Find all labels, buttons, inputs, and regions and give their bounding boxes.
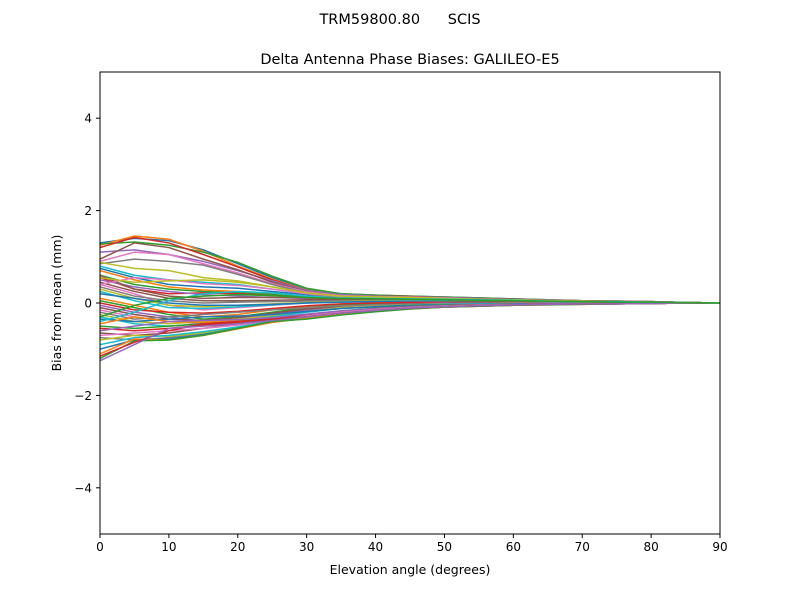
x-tick-label: 30 [299, 540, 314, 554]
figure-suptitle: TRM59800.80 SCIS [318, 12, 480, 28]
x-tick-label: 40 [368, 540, 383, 554]
x-tick-label: 90 [712, 540, 727, 554]
series-line-50 [100, 293, 720, 318]
y-tick-label: 2 [84, 204, 92, 218]
y-tick-label: −2 [74, 389, 92, 403]
y-axis-ticks: −4 −2 0 2 4 [74, 112, 100, 495]
chart-title: Delta Antenna Phase Biases: GALILEO-E5 [260, 52, 559, 68]
x-tick-label: 50 [437, 540, 452, 554]
y-tick-label: 4 [84, 112, 92, 126]
x-tick-label: 70 [575, 540, 590, 554]
y-tick-label: −4 [74, 481, 92, 495]
series-layer [100, 235, 720, 362]
x-tick-label: 20 [230, 540, 245, 554]
x-tick-label: 80 [643, 540, 658, 554]
x-axis-label: Elevation angle (degrees) [330, 562, 491, 577]
y-tick-label: 0 [84, 297, 92, 311]
x-tick-label: 0 [96, 540, 104, 554]
x-tick-label: 10 [161, 540, 176, 554]
series-line-45 [100, 302, 720, 362]
y-axis-label: Bias from mean (mm) [49, 235, 64, 372]
x-tick-label: 60 [506, 540, 521, 554]
x-axis-ticks: 0 10 20 30 40 50 60 70 80 90 [96, 534, 728, 554]
